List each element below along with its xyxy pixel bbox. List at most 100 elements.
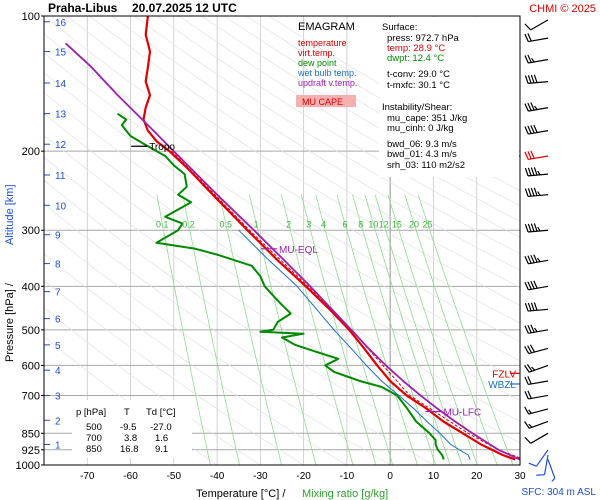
wind-barb-staff	[528, 408, 549, 415]
mixing-ratio-label: 0.2	[182, 220, 195, 230]
wind-barb-staff	[528, 347, 549, 355]
table-head-p: p [hPa]	[76, 407, 106, 418]
table-cell: 500	[86, 422, 102, 433]
x-tick-label: -30	[253, 471, 268, 482]
mixing-ratio-line	[352, 194, 437, 465]
wind-barb-feather	[524, 55, 529, 64]
dry-adiabat-line	[44, 307, 261, 465]
wind-barb-feather	[528, 462, 537, 467]
legend-temperature: temperature	[298, 38, 347, 48]
wind-barb-feather	[527, 223, 532, 232]
table-head-td: Td [°C]	[146, 407, 176, 418]
wind-barb-feather	[526, 364, 533, 372]
wind-barb-feather	[534, 105, 538, 110]
wind-barb-feather	[524, 325, 529, 334]
mixing-ratio-line	[156, 194, 211, 465]
wind-barb-feather	[524, 346, 530, 354]
wind-barb-feather	[533, 167, 538, 176]
table-cell: -9.5	[120, 422, 136, 433]
sounding-datetime: 20.07.2025 12 UTC	[132, 1, 237, 15]
pressure-tick-label: 1000	[16, 460, 40, 472]
altitude-tick-label: 6	[55, 315, 61, 326]
x-axis-title-temperature: Temperature [°C] /	[196, 488, 286, 500]
wind-barb-staff	[528, 259, 549, 265]
series-line-virt-temp-	[171, 150, 520, 459]
wind-barb-staff	[528, 130, 549, 135]
altitude-tick-label: 16	[55, 18, 67, 29]
dry-adiabat-line	[201, 16, 520, 207]
dry-adiabat-line	[44, 113, 520, 422]
level-marker-label: MU-EQL	[279, 245, 318, 256]
legend-dew-point: dew point	[298, 58, 337, 68]
wind-barb-feather	[533, 74, 538, 83]
wind-barb-feather	[524, 126, 529, 135]
mixing-ratio-label: 25	[423, 220, 433, 230]
level-marker-label: Tropo	[149, 142, 175, 153]
wind-barb-feather	[530, 324, 535, 333]
mixing-ratio-line	[417, 194, 514, 465]
wind-barb-feather	[536, 474, 545, 476]
wind-barb-feather	[524, 391, 529, 400]
altitude-tick-label: 14	[55, 79, 67, 90]
mu-cape-value: mu_cape: 351 J/kg	[387, 113, 467, 124]
dry-adiabat-line	[89, 16, 520, 288]
x-tick-label: 30	[514, 471, 526, 482]
wind-barb-staff	[528, 155, 549, 161]
wind-barb-feather	[533, 280, 538, 289]
wind-barb-feather	[551, 477, 556, 482]
wind-barb-feather	[530, 167, 535, 176]
pressure-tick-label: 600	[22, 360, 40, 372]
wind-barb-feather	[524, 167, 529, 177]
legend-box: EMAGRAM temperature virt.temp. dew point…	[296, 21, 357, 107]
altitude-tick-label: 4	[55, 366, 61, 377]
pressure-tick-label: 500	[22, 325, 40, 337]
dry-adiabat-line	[44, 52, 520, 362]
mixing-ratio-label: 10	[368, 220, 378, 230]
wind-barb-feather	[536, 257, 541, 263]
altitude-tick-label: 15	[55, 48, 67, 59]
wind-barb-feather	[530, 102, 535, 111]
dry-adiabat-line	[66, 16, 520, 306]
wind-barbs	[524, 19, 556, 482]
wind-barb-feather	[524, 151, 529, 160]
mixing-ratio-label: 4	[321, 220, 326, 230]
wind-barb-feather	[530, 125, 535, 134]
pressure-tick-label: 850	[22, 428, 40, 440]
mu-cape-label: MU CAPE	[302, 97, 343, 107]
wind-barb-staff	[530, 19, 549, 31]
legend-title: EMAGRAM	[298, 21, 355, 33]
x-tick-label: -60	[123, 471, 138, 482]
t-mxfc: t-mxfc: 30.1 °C	[387, 80, 450, 91]
mixing-ratio-line	[219, 194, 282, 465]
pressure-tick-label: 300	[22, 225, 40, 237]
surface-press: press: 972.7 hPa	[387, 33, 460, 44]
wind-barb-staff	[530, 432, 549, 444]
wind-barb-feather	[527, 390, 532, 399]
wind-barb-feather	[530, 223, 535, 232]
credit-text: CHMI © 2025	[529, 3, 596, 15]
wind-barb-feather	[530, 150, 535, 159]
wind-barb-staff	[528, 308, 549, 312]
wind-barb-feather	[524, 223, 529, 233]
wind-barb-feather	[527, 302, 532, 311]
wind-barb-feather	[527, 376, 532, 385]
side-level-marker-label: FZLV	[492, 369, 516, 380]
x-tick-label: -40	[210, 471, 225, 482]
wind-barb-staff	[543, 454, 549, 475]
x-tick-label: 20	[471, 471, 483, 482]
wind-barb-staff	[528, 194, 549, 198]
wind-barb-feather	[527, 345, 533, 354]
wind-barb-feather	[537, 170, 541, 176]
x-tick-label: -20	[296, 471, 311, 482]
srh-03-value: srh_03: 110 m2/s2	[387, 160, 465, 171]
mixing-ratio-line	[364, 194, 451, 465]
wind-barb-feather	[524, 421, 530, 429]
table-cell: 1.6	[155, 433, 168, 444]
info-panel: Surface: press: 972.7 hPa temp: 28.9 °C …	[379, 17, 519, 177]
wind-barb-feather	[527, 255, 532, 264]
wind-barb-staff	[528, 107, 549, 112]
mixing-ratio-label: 0.5	[219, 220, 232, 230]
wind-barb-feather	[527, 102, 532, 111]
altitude-tick-label: 5	[55, 341, 61, 352]
mixing-ratio-label: 1	[254, 220, 259, 230]
